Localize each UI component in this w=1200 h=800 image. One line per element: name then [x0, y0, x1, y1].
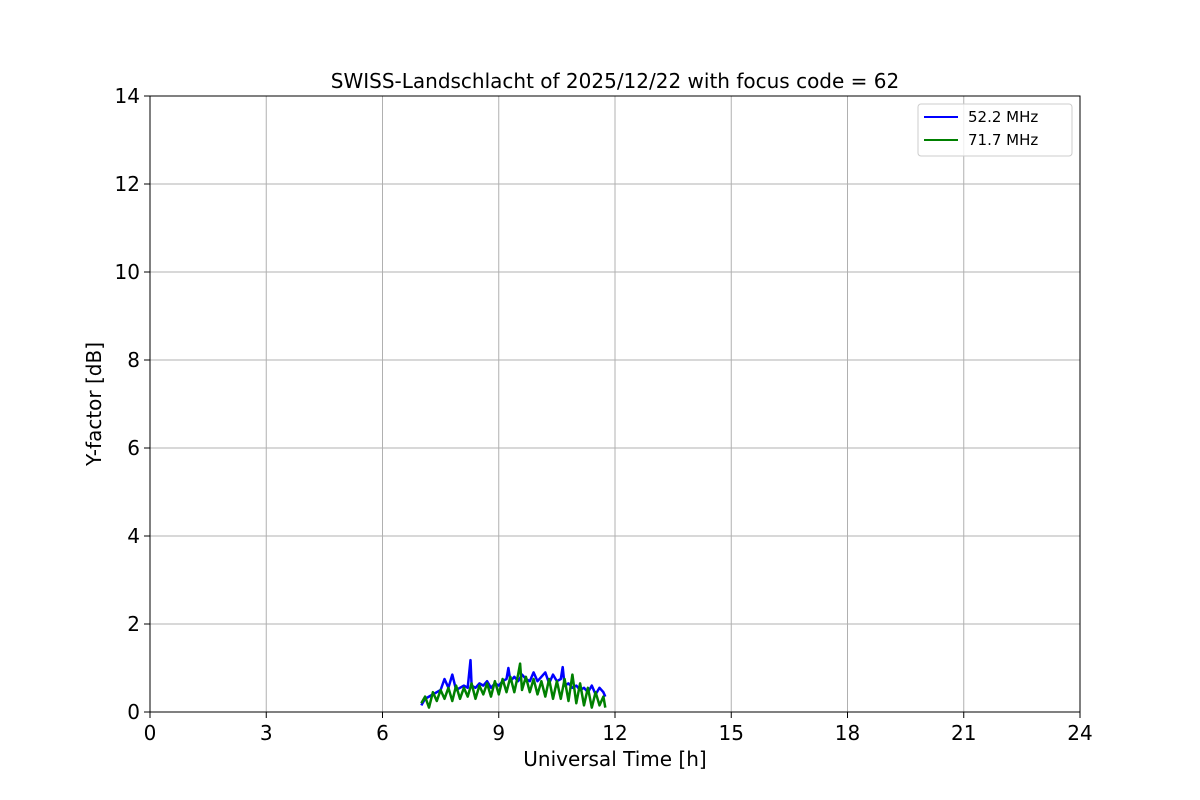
legend: 52.2 MHz 71.7 MHz	[917, 103, 1073, 157]
x-tick-label: 21	[951, 721, 976, 745]
y-tick-label: 12	[115, 172, 140, 196]
legend-label: 71.7 MHz	[968, 131, 1038, 149]
y-tick-label: 14	[115, 84, 140, 108]
y-tick-label: 8	[127, 348, 140, 372]
x-tick-label: 24	[1067, 721, 1092, 745]
y-tick-label: 0	[127, 700, 140, 724]
y-axis-label: Y-factor [dB]	[82, 342, 106, 467]
y-tick-label: 4	[127, 524, 140, 548]
x-tick-label: 18	[835, 721, 860, 745]
x-tick-label: 0	[144, 721, 157, 745]
x-tick-label: 9	[492, 721, 505, 745]
x-tick-label: 12	[602, 721, 627, 745]
series-line-1	[420, 662, 607, 709]
x-tick-label: 3	[260, 721, 273, 745]
series-layer	[420, 658, 607, 709]
x-axis-label: Universal Time [h]	[523, 747, 706, 771]
x-tick-label: 15	[719, 721, 744, 745]
y-tick-label: 10	[115, 260, 140, 284]
y-tick-label: 6	[127, 436, 140, 460]
legend-label: 52.2 MHz	[968, 108, 1038, 126]
chart-title: SWISS-Landschlacht of 2025/12/22 with fo…	[331, 69, 899, 93]
y-tick-label: 2	[127, 612, 140, 636]
x-tick-label: 6	[376, 721, 389, 745]
